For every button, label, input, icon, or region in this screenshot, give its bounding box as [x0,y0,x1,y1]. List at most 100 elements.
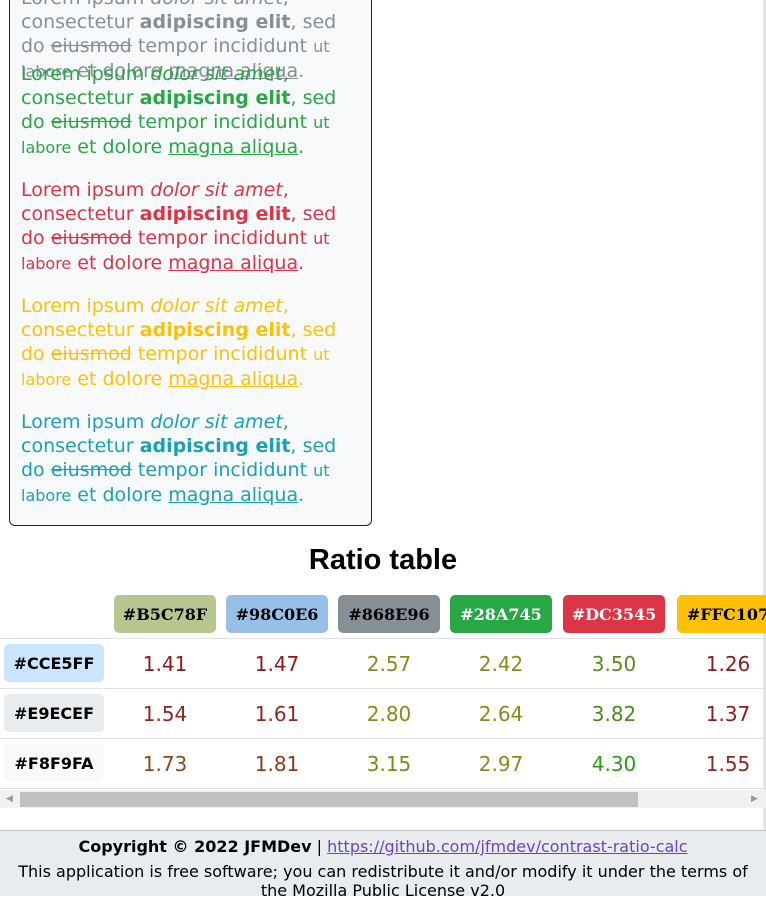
sample-part2: , consectetur [21,179,289,225]
sample-part2: , consectetur [21,411,289,457]
ratio-cell: 1.81 [254,752,300,776]
row-header: #CCE5FF [4,644,104,682]
sample-italic: dolor sit amet [150,179,283,201]
ratio-cell: 2.42 [478,652,524,676]
copyright: Copyright © 2022 JFMDev [78,837,312,856]
sample-italic: dolor sit amet [150,63,283,85]
sample-underline: magna aliqua [168,484,299,506]
horizontal-scrollbar[interactable]: ◀ ▶ [0,790,766,808]
sample-end: . [298,252,305,274]
ratio-cell: 4.30 [591,752,637,776]
sample-bold: adipiscing elit [139,319,291,341]
sample-strike: eiusmod [50,343,132,365]
sample-bold: adipiscing elit [139,87,291,109]
sample-small: ut labore [21,113,330,157]
column-header: #868E96 [338,595,440,633]
scroll-left-icon[interactable]: ◀ [6,794,13,804]
sample-part4: tempor incididunt [131,35,314,57]
sample-small: ut labore [21,345,330,389]
column-header: #FFC107 [677,595,766,633]
sample-paragraph: Lorem ipsum dolor sit amet, consectetur … [21,0,361,84]
sample-end: . [298,484,305,506]
sample-small: ut labore [21,229,330,273]
sample-underline: magna aliqua [168,60,299,82]
sample-small: ut labore [21,37,330,81]
ratio-cell: 3.15 [366,752,412,776]
ratio-cell: 1.47 [254,652,300,676]
sample-bold: adipiscing elit [139,435,291,457]
sample-part5: et dolore [71,60,169,82]
sample-strike: eiusmod [50,459,132,481]
sample-part4: tempor incididunt [131,227,314,249]
ratio-cell: 1.55 [705,752,751,776]
sample-part3: , sed do [21,435,337,481]
sample-bold: adipiscing elit [139,203,291,225]
sample-paragraph: Lorem ipsum dolor sit amet, consectetur … [21,178,361,276]
sample-paragraph: Lorem ipsum dolor sit amet, consectetur … [21,410,361,508]
ratio-cell: 1.73 [142,752,188,776]
sample-part4: tempor incididunt [131,343,314,365]
sample-underline: magna aliqua [168,252,299,274]
column-header: #DC3545 [563,595,665,633]
ratio-cell: 1.54 [142,702,188,726]
sample-part5: et dolore [71,484,169,506]
ratio-cell: 2.64 [478,702,524,726]
sample-italic: dolor sit amet [150,0,282,9]
ratio-cell: 1.26 [705,652,751,676]
footer-separator: | [311,837,328,856]
ratio-cell: 2.80 [366,702,412,726]
sample-paragraph: Lorem ipsum dolor sit amet, consectetur … [21,62,361,160]
row-divider [0,688,766,689]
github-link[interactable]: https://github.com/jfmdev/contrast-ratio… [327,837,688,856]
ratio-cell: 1.37 [705,702,751,726]
sample-part2: , consectetur [21,63,289,109]
sample-strike: eiusmod [50,227,132,249]
sample-part4: tempor incididunt [131,459,314,481]
scroll-right-icon[interactable]: ▶ [751,794,758,804]
column-header: #B5C78F [114,595,216,633]
sample-italic: dolor sit amet [150,295,283,317]
page-scrollbar[interactable] [763,0,766,830]
sample-part1: Lorem ipsum [21,411,151,433]
row-divider [0,638,766,639]
sample-part1: Lorem ipsum [21,0,150,9]
sample-end: . [298,60,305,82]
sample-bold: adipiscing elit [139,11,291,33]
sample-part3: , sed do [21,203,337,249]
sample-part1: Lorem ipsum [21,179,151,201]
sample-part1: Lorem ipsum [21,63,151,85]
ratio-cell: 2.97 [478,752,524,776]
ratio-table-title: Ratio table [308,544,458,576]
ratio-cell: 2.57 [366,652,412,676]
column-header: #98C0E6 [226,595,328,633]
sample-part3: , sed do [21,11,337,57]
sample-end: . [298,136,305,158]
row-header: #E9ECEF [4,694,104,732]
row-divider [0,788,766,789]
sample-strike: eiusmod [50,111,132,133]
sample-end: . [298,368,305,390]
sample-part3: , sed do [21,319,337,365]
sample-part5: et dolore [71,136,169,158]
sample-part2: , consectetur [21,295,289,341]
sample-underline: magna aliqua [168,136,299,158]
sample-part2: , consectetur [21,0,289,33]
sample-part4: tempor incididunt [131,111,314,133]
text-preview-box: Lorem ipsum dolor sit amet, consectetur … [9,0,372,526]
sample-strike: eiusmod [50,35,132,57]
sample-paragraph: Lorem ipsum dolor sit amet, consectetur … [21,294,361,392]
ratio-table: #B5C78F #98C0E6 #868E96 #28A745 #DC3545 #FFC1… [0,592,766,790]
sample-italic: dolor sit amet [150,411,283,433]
ratio-cell: 3.82 [591,702,637,726]
row-header: #F8F9FA [4,744,104,782]
sample-small: ut labore [21,461,330,505]
sample-part1: Lorem ipsum [21,295,151,317]
sample-part3: , sed do [21,87,337,133]
scrollbar-thumb[interactable] [20,792,638,807]
license-text: This application is free software; you c… [18,862,748,900]
sample-part5: et dolore [71,368,169,390]
sample-part5: et dolore [71,252,169,274]
sample-underline: magna aliqua [168,368,299,390]
footer-line: Copyright © 2022 JFMDev | https://github… [0,837,766,856]
column-header: #28A745 [450,595,552,633]
